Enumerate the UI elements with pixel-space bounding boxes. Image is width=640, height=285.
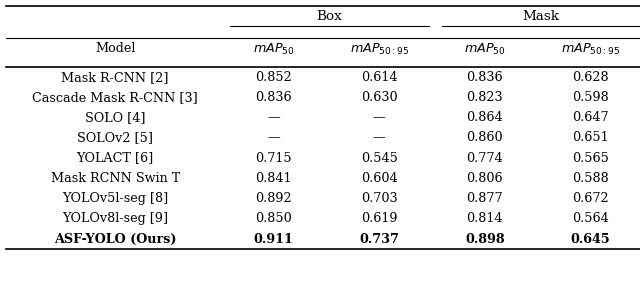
Text: 0.823: 0.823 [467, 91, 503, 104]
Text: YOLOv8l-seg [9]: YOLOv8l-seg [9] [62, 212, 168, 225]
Text: 0.545: 0.545 [361, 152, 397, 165]
Text: 0.814: 0.814 [467, 212, 503, 225]
Text: 0.911: 0.911 [253, 233, 294, 246]
Text: 0.672: 0.672 [572, 192, 609, 205]
Text: Model: Model [95, 42, 136, 55]
Text: 0.564: 0.564 [572, 212, 609, 225]
Text: 0.645: 0.645 [571, 233, 610, 246]
Text: $mAP_{50}$: $mAP_{50}$ [464, 42, 506, 57]
Text: 0.852: 0.852 [255, 71, 292, 84]
Text: 0.628: 0.628 [572, 71, 609, 84]
Text: $mAP_{50}$: $mAP_{50}$ [253, 42, 294, 57]
Text: 0.841: 0.841 [255, 172, 292, 185]
Text: 0.630: 0.630 [361, 91, 397, 104]
Text: 0.898: 0.898 [465, 233, 504, 246]
Text: 0.619: 0.619 [361, 212, 397, 225]
Text: YOLACT [6]: YOLACT [6] [77, 152, 154, 165]
Text: Box: Box [317, 10, 342, 23]
Text: 0.836: 0.836 [467, 71, 503, 84]
Text: 0.588: 0.588 [572, 172, 609, 185]
Text: Mask: Mask [522, 10, 559, 23]
Text: Mask R-CNN [2]: Mask R-CNN [2] [61, 71, 169, 84]
Text: SOLO [4]: SOLO [4] [85, 111, 145, 124]
Text: —: — [373, 131, 385, 144]
Text: 0.877: 0.877 [467, 192, 503, 205]
Text: 0.604: 0.604 [361, 172, 397, 185]
Text: 0.737: 0.737 [359, 233, 399, 246]
Text: $mAP_{50:95}$: $mAP_{50:95}$ [561, 42, 620, 57]
Text: 0.774: 0.774 [467, 152, 503, 165]
Text: 0.860: 0.860 [467, 131, 503, 144]
Text: 0.651: 0.651 [572, 131, 609, 144]
Text: 0.703: 0.703 [361, 192, 397, 205]
Text: —: — [268, 131, 280, 144]
Text: 0.864: 0.864 [467, 111, 503, 124]
Text: YOLOv5l-seg [8]: YOLOv5l-seg [8] [62, 192, 168, 205]
Text: $mAP_{50:95}$: $mAP_{50:95}$ [349, 42, 409, 57]
Text: 0.806: 0.806 [467, 172, 503, 185]
Text: —: — [268, 111, 280, 124]
Text: 0.614: 0.614 [361, 71, 397, 84]
Text: 0.647: 0.647 [572, 111, 609, 124]
Text: 0.565: 0.565 [572, 152, 609, 165]
Text: 0.836: 0.836 [255, 91, 292, 104]
Text: 0.892: 0.892 [255, 192, 292, 205]
Text: SOLOv2 [5]: SOLOv2 [5] [77, 131, 153, 144]
Text: Cascade Mask R-CNN [3]: Cascade Mask R-CNN [3] [33, 91, 198, 104]
Text: —: — [373, 111, 385, 124]
Text: 0.850: 0.850 [255, 212, 292, 225]
Text: 0.715: 0.715 [255, 152, 292, 165]
Text: ASF-YOLO (Ours): ASF-YOLO (Ours) [54, 233, 177, 246]
Text: Mask RCNN Swin T: Mask RCNN Swin T [51, 172, 180, 185]
Text: 0.598: 0.598 [572, 91, 609, 104]
